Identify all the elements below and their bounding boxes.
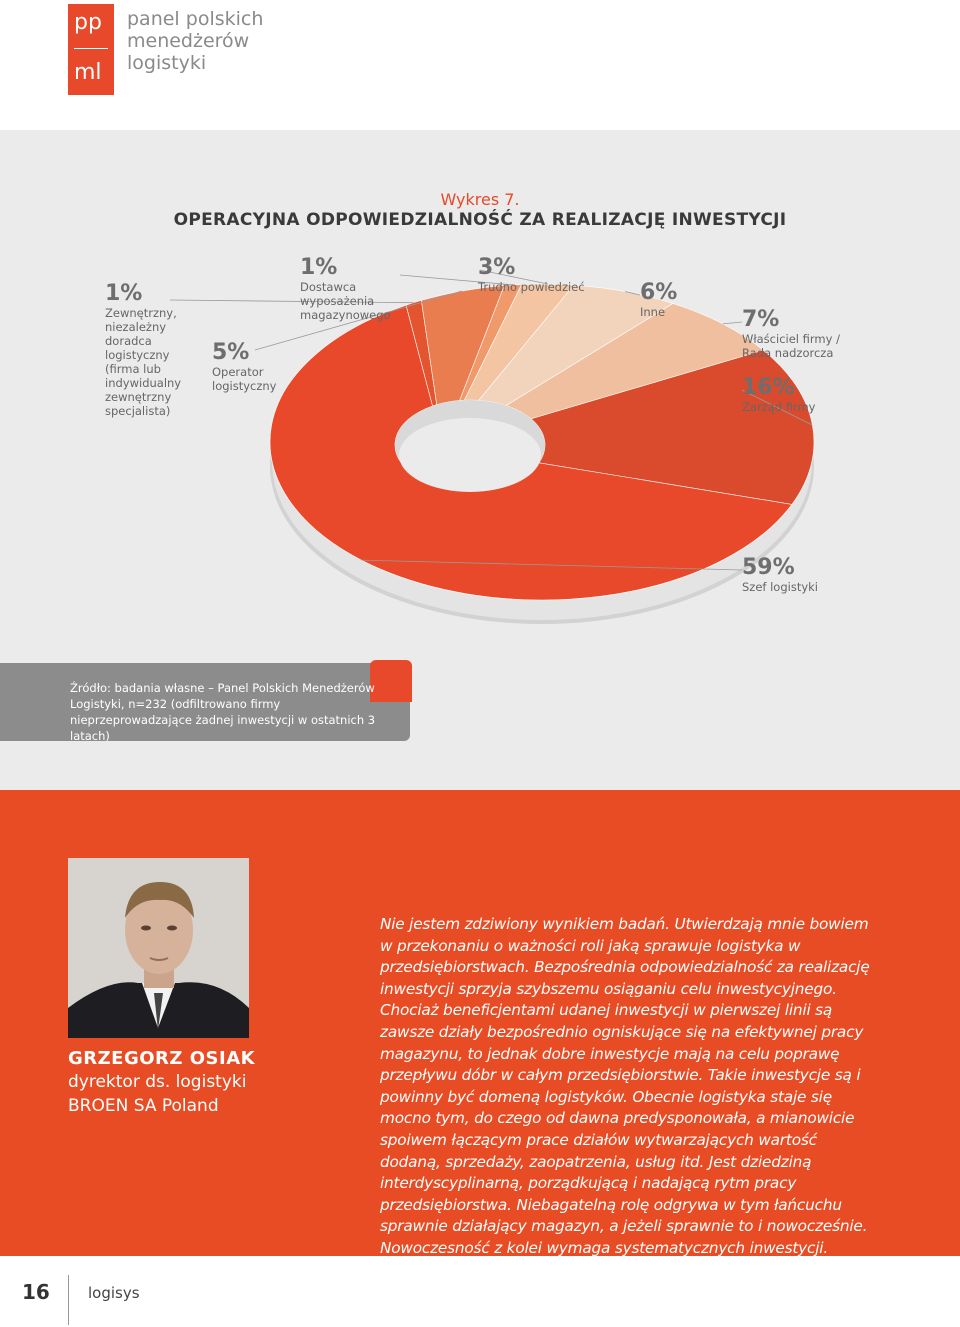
portrait-photo (68, 858, 249, 1038)
value-label: 1% (300, 255, 338, 280)
value-label: 16% (742, 375, 795, 400)
slice-label: 6% Inne (640, 280, 720, 320)
brand-line: panel polskich (127, 8, 264, 30)
category-label: Operator logistyczny (212, 365, 277, 393)
leader-line (399, 274, 514, 286)
footer-rule (68, 1275, 69, 1325)
leader-line (254, 290, 462, 351)
brand-line: logistyki (127, 52, 207, 74)
value-label: 3% (478, 255, 516, 280)
source-box (0, 663, 410, 741)
chart-subtitle: Wykres 7. (440, 190, 520, 209)
chart (169, 269, 815, 624)
source-text: Źródło: badania własne – Panel Polskich … (70, 681, 376, 743)
leader-line (722, 321, 743, 325)
leader-line (169, 299, 414, 304)
category-label: Zarząd firmy (742, 400, 816, 414)
category-label: Właściciel firmy / Rada nadzorcza (742, 332, 840, 360)
leader-line (479, 269, 548, 285)
page-number: 16 (22, 1280, 50, 1304)
value-label: 7% (742, 307, 780, 332)
logo-top: pp (74, 10, 102, 35)
brand-line: menedżerów (127, 30, 250, 52)
logo-bottom: ml (74, 60, 102, 85)
brand: panel polskich menedżerów logistyki (127, 8, 263, 74)
value-label: 6% (640, 280, 678, 305)
chart-title: OPERACYJNA ODPOWIEDZIALNOŚĆ ZA REALIZACJ… (173, 210, 787, 230)
leader-line (361, 559, 743, 571)
category-label: Dostawca wyposażenia magazynowego (300, 280, 391, 322)
slice-label: 16% Zarząd firmy (742, 375, 842, 415)
quote-text: Nie jestem zdziwiony wynikiem badań. Utw… (380, 915, 870, 1301)
logo-rule (74, 48, 108, 49)
slice-label: 59% Szef logistyki (742, 555, 842, 595)
slice-label: 1% Dostawca wyposażenia magazynowego (300, 255, 410, 323)
slice-label: 7% Właściciel firmy / Rada nadzorcza (742, 307, 842, 361)
value-label: 5% (212, 340, 250, 365)
magazine-name: logisys (88, 1284, 140, 1302)
category-label: Szef logistyki (742, 580, 819, 594)
value-label: 1% (105, 281, 143, 306)
leader-line (741, 389, 813, 426)
category-label: Trudno powiedzieć (478, 280, 585, 294)
person-role: dyrektor ds. logistyki (68, 1072, 247, 1092)
category-label: Zewnętrzny, niezależny doradca logistycz… (105, 306, 182, 418)
person-name: GRZEGORZ OSIAK (68, 1048, 256, 1069)
slice-label: 5% Operator logistyczny (212, 340, 282, 394)
person-company: BROEN SA Poland (68, 1096, 219, 1116)
slice-label: 1% Zewnętrzny, niezależny doradca logisty… (105, 281, 205, 419)
category-label: Inne (640, 305, 666, 319)
leader-line (624, 291, 641, 296)
donut-hole (399, 418, 541, 492)
value-label: 59% (742, 555, 795, 580)
source-tab (370, 660, 412, 702)
logo: pp ml (68, 4, 114, 95)
slice-label: 3% Trudno powiedzieć (478, 255, 588, 295)
